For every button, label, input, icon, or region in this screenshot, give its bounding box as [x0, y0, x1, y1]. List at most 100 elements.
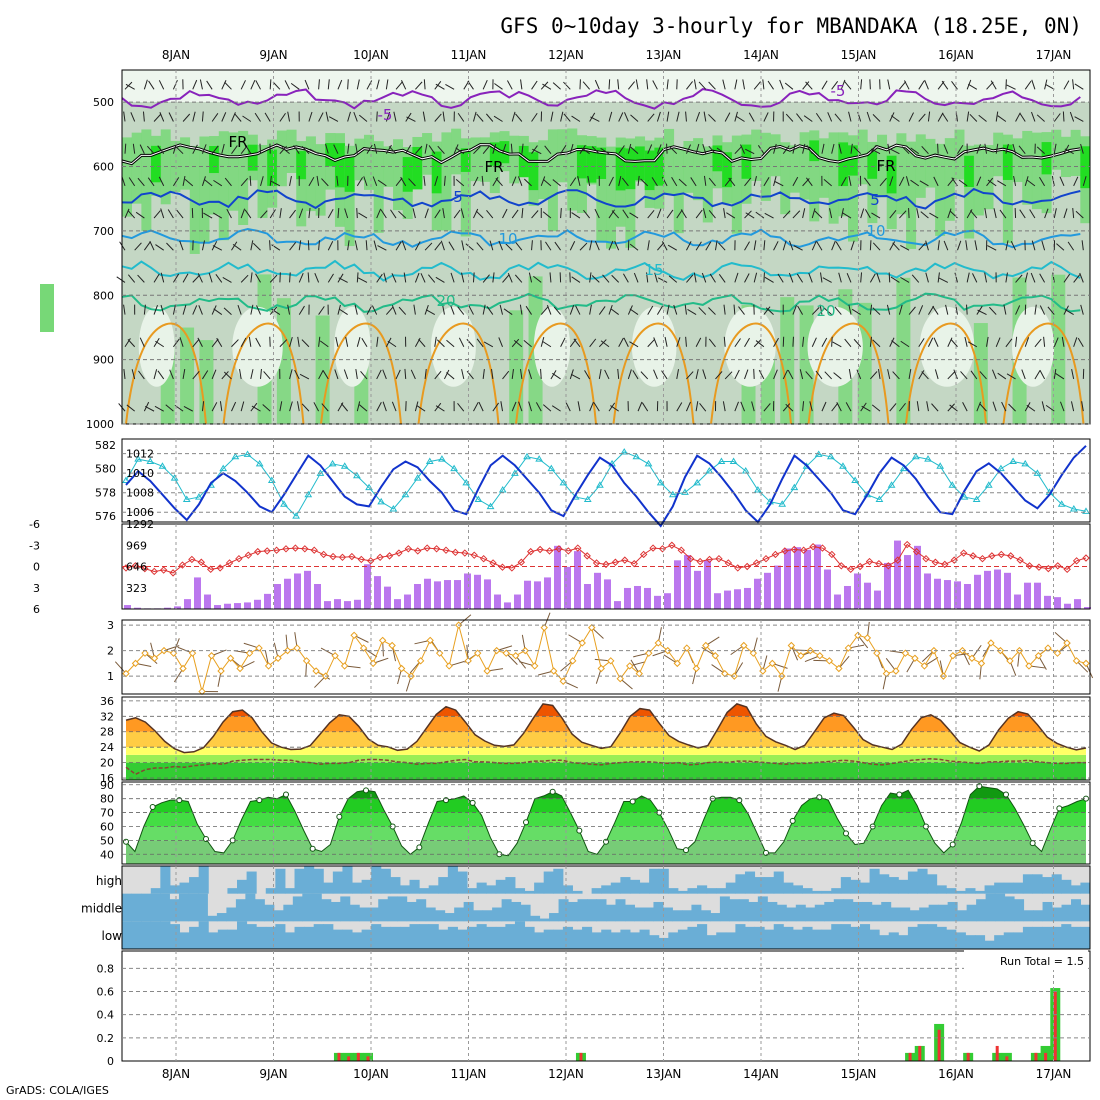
isotherm-line [121, 227, 1081, 249]
wind-barb [811, 240, 817, 251]
cloud-middle-bar [349, 904, 360, 922]
wind-barb [773, 143, 777, 154]
cape-tick: 646 [126, 561, 147, 574]
wind-barb [815, 370, 823, 380]
wind-barb [957, 144, 964, 154]
wind-barb [872, 307, 881, 315]
cloud-middle-bar [283, 904, 294, 922]
wind-barb [511, 368, 514, 380]
wind-barb [192, 274, 200, 283]
cape-bar [224, 603, 231, 609]
wind-barb [866, 111, 871, 122]
temp-band [126, 747, 1086, 755]
wind-barb [763, 177, 770, 187]
wind-barb [997, 372, 1007, 380]
rh-cell [538, 140, 549, 200]
rh-cell [1002, 134, 1013, 244]
wind-barb [325, 143, 329, 154]
li-point [526, 547, 535, 556]
wind-barb [637, 401, 643, 412]
thickness-point [547, 464, 556, 472]
wind-barb [336, 175, 339, 186]
wind-barb [357, 277, 368, 283]
wind-barb [457, 403, 465, 412]
cape-bar [604, 579, 611, 609]
wind-barb [250, 240, 254, 251]
slp-tick: 1010 [126, 467, 154, 480]
cape-bar [834, 594, 841, 609]
wind-barb [871, 404, 881, 412]
wind10-point [540, 623, 548, 632]
wind-barb [889, 209, 897, 219]
precip-conv-bar [1034, 1052, 1038, 1061]
li-point [1007, 552, 1015, 560]
li-point [225, 559, 234, 567]
wind-barb [723, 336, 726, 347]
cloud-low-bar [649, 935, 660, 949]
wind-barb [528, 272, 533, 283]
cape-bar [814, 544, 821, 609]
wind-barb [589, 338, 597, 348]
wind-barb [327, 79, 330, 90]
wind-barb [221, 80, 227, 90]
rh-point [1029, 840, 1036, 847]
cape-bar [974, 574, 981, 609]
wind10-point [702, 641, 710, 650]
wind-barb [629, 308, 639, 315]
wind-barb [890, 276, 900, 283]
cloud-middle-bar [1080, 904, 1091, 922]
wind-barb [355, 143, 358, 154]
cloud-middle-bar [795, 904, 806, 922]
li-point [752, 559, 761, 567]
wind-barb [279, 112, 286, 122]
wind-barb [473, 146, 481, 155]
rh-cell [731, 135, 742, 234]
cloud-high-bar [706, 888, 717, 894]
wind-barb [918, 338, 925, 348]
wind-barb [504, 242, 513, 251]
wind-barb [560, 208, 562, 219]
thickness-point [523, 452, 531, 460]
rh-cell [944, 138, 955, 221]
li-point [489, 559, 497, 567]
wind-barb [172, 273, 180, 283]
wind-tick: 3 [107, 619, 114, 632]
wind-barb [416, 405, 426, 412]
temp-tick: 32 [100, 710, 114, 723]
wind-barb [542, 83, 552, 90]
wind-barb [844, 81, 852, 90]
wind-barb [900, 244, 910, 251]
date-label-bottom: 11JAN [451, 1067, 487, 1081]
rh-cell [557, 129, 568, 183]
wind-barb [899, 81, 907, 90]
wind-barb [327, 241, 334, 251]
wind-barb [347, 111, 351, 122]
wind-barb [774, 180, 784, 187]
wind-barb [549, 272, 552, 283]
rh-point [896, 791, 903, 798]
rh-tick: 60 [100, 820, 114, 833]
wind-barb [978, 114, 987, 122]
cloud-low-bar [399, 926, 411, 949]
wind-barb [618, 337, 624, 348]
wind10-point [150, 654, 159, 662]
run-total-box [964, 950, 1088, 970]
wind-barb [734, 146, 743, 155]
rh-cell [848, 135, 858, 242]
wind10-point [131, 659, 140, 668]
li-point [545, 547, 554, 555]
cloud-middle-bar [159, 893, 170, 922]
cloud-low-bar [495, 926, 506, 949]
wind-barb [937, 143, 939, 154]
wind10-point [711, 652, 720, 660]
wind-barb [318, 79, 320, 90]
rh-cell [315, 144, 326, 216]
wind-barb [708, 114, 716, 122]
wind-barb [767, 80, 774, 90]
wind-barb [995, 337, 1001, 347]
cloud-low-bar [840, 924, 851, 949]
wind-barb [990, 80, 997, 90]
cloud-low-bar [313, 924, 324, 949]
wind-barb [785, 113, 794, 122]
cloud-middle-bar [473, 910, 484, 922]
